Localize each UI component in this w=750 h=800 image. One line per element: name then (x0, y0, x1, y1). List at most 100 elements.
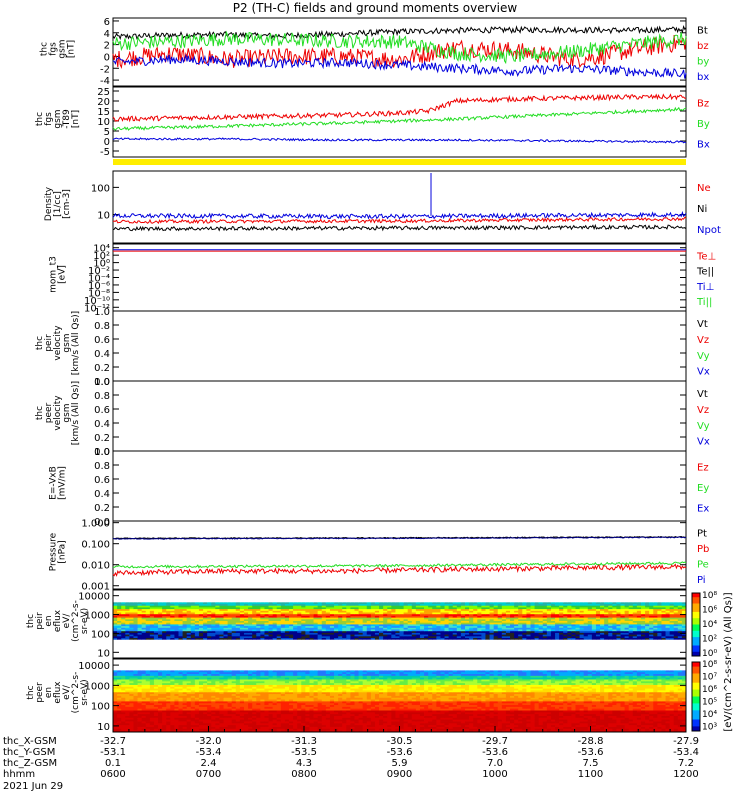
heatmap-cell (661, 639, 666, 642)
heatmap-cell (288, 613, 294, 616)
heatmap-cell (604, 647, 609, 650)
heatmap-cell (178, 617, 183, 620)
heatmap-cell (288, 637, 294, 640)
heatmap-cell (211, 607, 216, 610)
heatmap-cell (636, 622, 642, 625)
heatmap-cell (493, 605, 499, 608)
heatmap-cell (141, 598, 147, 601)
heatmap-cell (464, 625, 470, 628)
heatmap-cell (227, 644, 233, 647)
heatmap-cell (248, 618, 253, 621)
heatmap-cell (464, 651, 470, 654)
heatmap-cell (256, 620, 261, 623)
heatmap-cell (211, 635, 216, 638)
heatmap-cell (559, 642, 564, 645)
heatmap-cell (125, 613, 130, 616)
heatmap-cell (620, 617, 625, 620)
heatmap-cell (194, 600, 200, 603)
heatmap-cell (305, 627, 310, 630)
heatmap-cell (223, 651, 228, 654)
heatmap-cell (436, 656, 441, 659)
heatmap-cell (293, 651, 298, 654)
heatmap-cell (407, 603, 413, 606)
heatmap-cell (264, 649, 269, 652)
heatmap-cell (186, 632, 192, 635)
heatmap-cell (129, 647, 134, 650)
heatmap-cell (415, 603, 421, 606)
heatmap-cell (579, 617, 585, 620)
y-tick-label: 0.4 (94, 349, 110, 360)
heatmap-cell (620, 601, 625, 604)
heatmap-cell (297, 632, 302, 635)
heatmap-cell (522, 622, 527, 625)
heatmap-cell (661, 617, 666, 620)
heatmap-cell (358, 647, 364, 650)
heatmap-cell (415, 629, 421, 632)
heatmap-cell (129, 608, 134, 611)
heatmap-cell (129, 610, 134, 613)
heatmap-cell (636, 603, 642, 606)
heatmap-cell (379, 612, 384, 615)
heatmap-cell (628, 656, 634, 659)
heatmap-cell (669, 600, 675, 603)
heatmap-cell (342, 615, 347, 618)
heatmap-cell (133, 647, 138, 650)
heatmap-cell (481, 612, 486, 615)
heatmap-cell (464, 605, 470, 608)
heatmap-cell (604, 630, 609, 633)
heatmap-cell (284, 652, 290, 655)
heatmap-cell (616, 610, 621, 613)
heatmap-cell (293, 627, 298, 630)
heatmap-cell (288, 646, 294, 649)
heatmap-cell (280, 654, 286, 657)
heatmap-cell (334, 601, 339, 604)
heatmap-cell (158, 625, 163, 628)
heatmap-cell (477, 652, 482, 655)
heatmap-cell (370, 632, 376, 635)
heatmap-cell (428, 651, 433, 654)
heatmap-cell (640, 652, 646, 655)
heatmap-cell (579, 652, 585, 655)
heatmap-cell (387, 637, 392, 640)
heatmap-cell (313, 610, 319, 613)
heatmap-cell (591, 603, 597, 606)
heatmap-cell (293, 647, 298, 650)
y-tick-label: -5 (100, 147, 110, 158)
heatmap-cell (305, 622, 310, 625)
heatmap-cell (510, 642, 515, 645)
heatmap-cell (133, 635, 138, 638)
heatmap-cell (354, 654, 359, 657)
heatmap-cell (575, 615, 580, 618)
series-Bt (112, 25, 687, 41)
heatmap-cell (505, 630, 511, 633)
heatmap-cell (243, 620, 249, 623)
heatmap-cell (288, 627, 294, 630)
heatmap-cell (399, 634, 404, 637)
heatmap-cell (571, 654, 576, 657)
heatmap-cell (113, 635, 118, 638)
heatmap-cell (649, 605, 654, 608)
heatmap-cell (493, 634, 499, 637)
heatmap-cell (391, 627, 396, 630)
heatmap-cell (211, 615, 216, 618)
heatmap-cell (469, 620, 474, 623)
heatmap-cell (485, 608, 490, 611)
heatmap-cell (411, 630, 417, 633)
heatmap-cell (448, 624, 454, 627)
heatmap-cell (587, 605, 593, 608)
heatmap-cell (346, 612, 351, 615)
heatmap-cell (379, 615, 384, 618)
heatmap-cell (305, 649, 310, 652)
heatmap-cell (321, 634, 327, 637)
heatmap-cell (211, 639, 216, 642)
heatmap-cell (329, 649, 335, 652)
chart-title: P2 (TH-C) fields and ground moments over… (232, 1, 518, 15)
heatmap-cell (428, 622, 433, 625)
heatmap-cell (591, 615, 597, 618)
heatmap-cell (203, 608, 208, 611)
heatmap-cell (280, 610, 286, 613)
heatmap-cell (563, 647, 568, 650)
heatmap-cell (203, 629, 208, 632)
heatmap-cell (370, 654, 376, 657)
heatmap-cell (366, 644, 372, 647)
